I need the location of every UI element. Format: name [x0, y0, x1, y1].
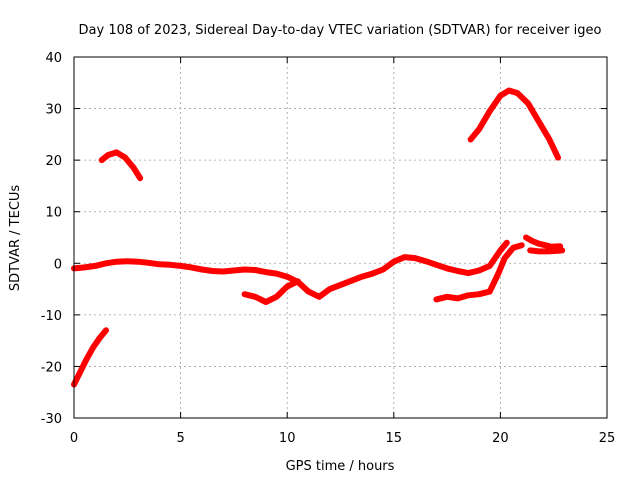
y-tick-label: 10 [45, 206, 62, 221]
y-tick-label: 40 [45, 51, 62, 66]
y-tick-label: 20 [45, 154, 62, 169]
x-tick-label: 15 [386, 431, 403, 446]
series-arc-8 [527, 247, 566, 255]
x-tick-label: 25 [599, 431, 616, 446]
x-tick-label: 10 [279, 431, 296, 446]
y-tick-label: -10 [41, 309, 62, 324]
series-layer [71, 87, 566, 388]
x-tick-label: 0 [70, 431, 78, 446]
y-tick-label: 30 [45, 103, 62, 118]
series-arc-5 [433, 242, 525, 303]
y-tick-label: -20 [41, 360, 62, 375]
x-tick-label: 20 [492, 431, 509, 446]
y-axis-label: SDTVAR / TECUs [8, 185, 23, 292]
series-arc-6 [467, 87, 561, 161]
y-tick-label: 0 [54, 257, 62, 272]
chart-title: Day 108 of 2023, Sidereal Day-to-day VTE… [79, 23, 602, 38]
x-tick-label: 5 [176, 431, 184, 446]
x-axis-label: GPS time / hours [286, 459, 395, 474]
series-arc-3 [71, 239, 510, 300]
axis-ticks: 0 5 10 15 20 25 -30 -20 -10 0 10 20 30 40 [41, 51, 616, 446]
series-arc-1 [71, 327, 109, 388]
series-arc-4 [241, 278, 301, 305]
y-tick-label: -30 [41, 412, 62, 427]
plot-frame [73, 56, 608, 419]
series-arc-7 [523, 234, 564, 250]
series-arc-2 [98, 149, 144, 182]
grid [74, 57, 607, 418]
